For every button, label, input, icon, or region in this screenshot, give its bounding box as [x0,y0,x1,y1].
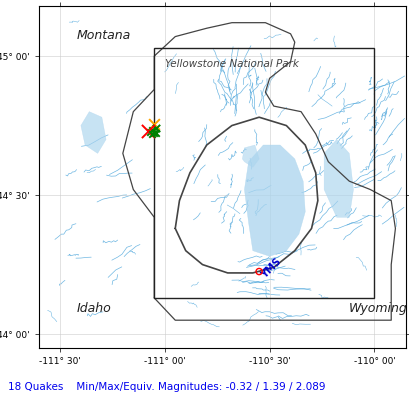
Point [153,125,159,132]
Text: 18 Quakes    Min/Max/Equiv. Magnitudes: -0.32 / 1.39 / 2.089: 18 Quakes Min/Max/Equiv. Magnitudes: -0.… [8,382,325,392]
Point [148,131,155,138]
Point [151,130,157,136]
Polygon shape [81,112,106,153]
Text: Wyoming: Wyoming [348,302,407,315]
Polygon shape [242,145,258,167]
Bar [154,48,373,298]
Text: Montana: Montana [76,29,130,42]
Text: Idaho: Idaho [76,302,111,315]
Point [146,128,153,135]
Point [255,268,262,275]
Point [144,128,151,134]
Text: Yellowstone National Park: Yellowstone National Park [164,59,298,69]
Point [148,126,155,133]
Text: YMS: YMS [258,257,282,280]
Polygon shape [244,145,305,256]
Point [153,129,159,136]
Point [151,121,157,127]
Polygon shape [324,140,353,217]
